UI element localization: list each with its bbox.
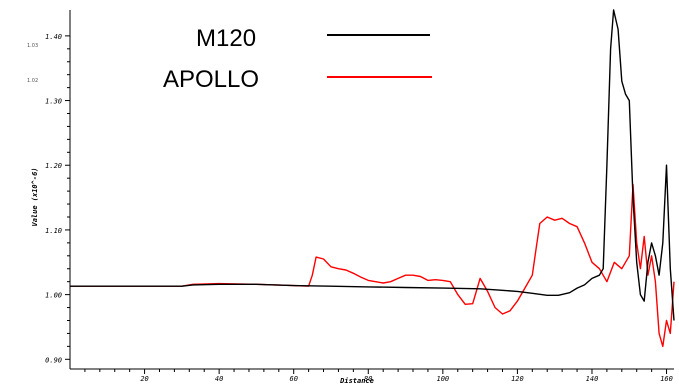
x-tick-label: 60: [289, 375, 297, 383]
x-tick-label: 40: [215, 375, 223, 383]
x-tick-label: 80: [364, 375, 372, 383]
x-tick-label: 20: [140, 375, 148, 383]
y-tick-label: 0.90: [45, 356, 62, 364]
y-tick-label: 1.00: [45, 292, 62, 300]
x-tick-label: 140: [586, 375, 599, 383]
series-line-m120: [70, 9, 675, 321]
chart-ticks: 20 40 60 80 100 120 140 160 0.90 1.00 1.10 1.20 1.30…: [45, 33, 673, 383]
stray-tick-label: 1.02: [27, 78, 38, 84]
chart-series: [70, 9, 675, 348]
x-tick-label: 160: [660, 375, 673, 383]
x-axis-label: Distance: [339, 377, 374, 385]
series-line-apollo: [70, 183, 675, 348]
y-tick-label: 1.20: [45, 162, 62, 170]
stray-tick-label: 1.03: [27, 43, 38, 49]
y-tick-label: 1.40: [45, 33, 62, 41]
x-tick-label: 100: [437, 375, 450, 383]
y-tick-label: 1.10: [45, 227, 62, 235]
legend: M120 APOLLO: [163, 25, 432, 93]
chart-axes: [69, 10, 674, 370]
legend-label-m120: M120: [196, 25, 256, 52]
x-tick-label: 120: [511, 375, 524, 383]
y-tick-label: 1.30: [45, 98, 62, 106]
y-axis-label: Value (x10^-6): [31, 167, 39, 226]
legend-label-apollo: APOLLO: [163, 66, 259, 93]
